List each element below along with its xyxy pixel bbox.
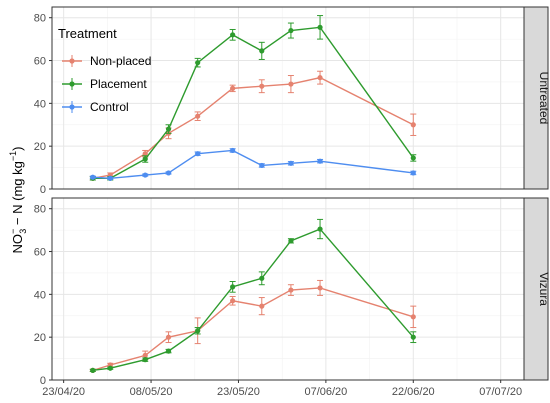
data-point: [195, 60, 201, 66]
y-title-subscript: 3: [18, 229, 28, 234]
data-point: [142, 156, 148, 162]
panels-layer: Untreated 0 20 40 60 80 Vizura 0 20 40 60 80 23/04/2…: [34, 6, 550, 398]
data-point: [410, 334, 416, 340]
data-point: [107, 175, 113, 181]
data-point: [288, 81, 294, 87]
data-point: [317, 226, 323, 232]
series-line: [92, 26, 414, 179]
y-title-close: ): [10, 147, 25, 151]
strip-background: [523, 6, 549, 190]
data-point: [410, 122, 416, 128]
legend-title: Treatment: [58, 26, 117, 41]
series-control: [89, 147, 417, 181]
data-point: [259, 48, 265, 54]
data-point: [230, 85, 236, 91]
series-line: [92, 76, 414, 179]
data-point: [165, 126, 172, 132]
legend-label: Control: [90, 100, 129, 114]
data-point: [142, 172, 148, 178]
data-point: [288, 287, 294, 293]
strip-label: Vizura: [537, 272, 550, 306]
data-point: [195, 328, 201, 334]
legend-item-placement: Placement: [62, 77, 147, 91]
data-point: [259, 275, 265, 281]
data-point: [288, 238, 294, 244]
series-line: [92, 149, 414, 179]
x-tick-label: 07/07/20: [479, 386, 522, 398]
data-point: [230, 284, 236, 290]
data-point: [410, 314, 416, 320]
legend-items: Non-placed Placement Control: [62, 54, 151, 114]
y-title-superscript: −: [8, 229, 18, 234]
data-point: [230, 32, 236, 38]
x-tick-label: 07/06/20: [304, 386, 347, 398]
panel-vizura: Vizura 0 20 40 60 80: [34, 197, 550, 387]
strip-background: [523, 197, 549, 381]
series-non-placed: [89, 70, 417, 181]
data-point: [317, 75, 323, 81]
plot-area: [52, 198, 524, 380]
data-point: [165, 334, 172, 340]
series-placement: [89, 15, 417, 181]
data-point: [288, 27, 294, 34]
legend-item-control: Control: [62, 100, 129, 114]
series-line: [92, 287, 414, 372]
legend-key-point: [69, 104, 75, 110]
data-point: [317, 158, 323, 164]
data-point: [90, 367, 96, 373]
data-point: [90, 174, 96, 180]
data-point: [410, 155, 416, 161]
y-tick-label: 80: [34, 204, 46, 216]
data-point: [410, 170, 416, 176]
y-tick-label: 80: [34, 13, 46, 25]
data-point: [259, 162, 265, 169]
series-line: [92, 228, 414, 372]
y-tick-label: 20: [34, 141, 46, 153]
x-tick-label: 23/05/20: [217, 386, 260, 398]
legend-key-point: [69, 58, 75, 64]
y-title-rest: − N (mg kg: [10, 161, 25, 229]
y-tick-label: 40: [34, 289, 46, 301]
y-tick-label: 60: [34, 56, 46, 68]
data-point: [230, 298, 236, 304]
data-point: [259, 83, 265, 89]
data-point: [142, 352, 148, 358]
y-axis-title: NO−3 − N (mg kg−1): [8, 147, 28, 254]
x-tick-label: 23/04/20: [42, 386, 85, 398]
legend: Treatment Non-placed Placement Control: [58, 26, 151, 114]
data-point: [317, 24, 323, 30]
data-point: [317, 285, 323, 291]
y-title-main: NO: [10, 234, 25, 254]
data-point: [165, 170, 172, 176]
legend-label: Placement: [90, 77, 147, 91]
legend-label: Non-placed: [90, 54, 151, 68]
legend-key-point: [69, 81, 75, 87]
data-point: [259, 303, 265, 309]
series-placement: [89, 218, 417, 373]
x-axis: 23/04/20 08/05/20 23/05/20 07/06/20 22/06/20…: [42, 380, 522, 398]
data-point: [195, 151, 201, 157]
legend-item-non-placed: Non-placed: [62, 54, 151, 68]
y-tick-label: 0: [40, 375, 46, 387]
panel-untreated: Untreated 0 20 40 60 80: [34, 6, 550, 196]
data-point: [288, 160, 294, 166]
y-tick-label: 0: [40, 184, 46, 196]
data-point: [165, 348, 172, 354]
data-point: [107, 365, 113, 371]
data-point: [195, 113, 201, 119]
data-point: [142, 151, 148, 157]
y-tick-label: 60: [34, 247, 46, 259]
plot-area: [52, 7, 524, 189]
y-tick-label: 40: [34, 98, 46, 110]
y-title-superscript-unit: −1: [8, 151, 18, 161]
data-point: [230, 147, 236, 154]
y-tick-label: 20: [34, 332, 46, 344]
x-tick-label: 22/06/20: [392, 386, 435, 398]
x-tick-label: 08/05/20: [130, 386, 173, 398]
strip-label: Untreated: [537, 72, 550, 125]
data-point: [142, 357, 148, 363]
